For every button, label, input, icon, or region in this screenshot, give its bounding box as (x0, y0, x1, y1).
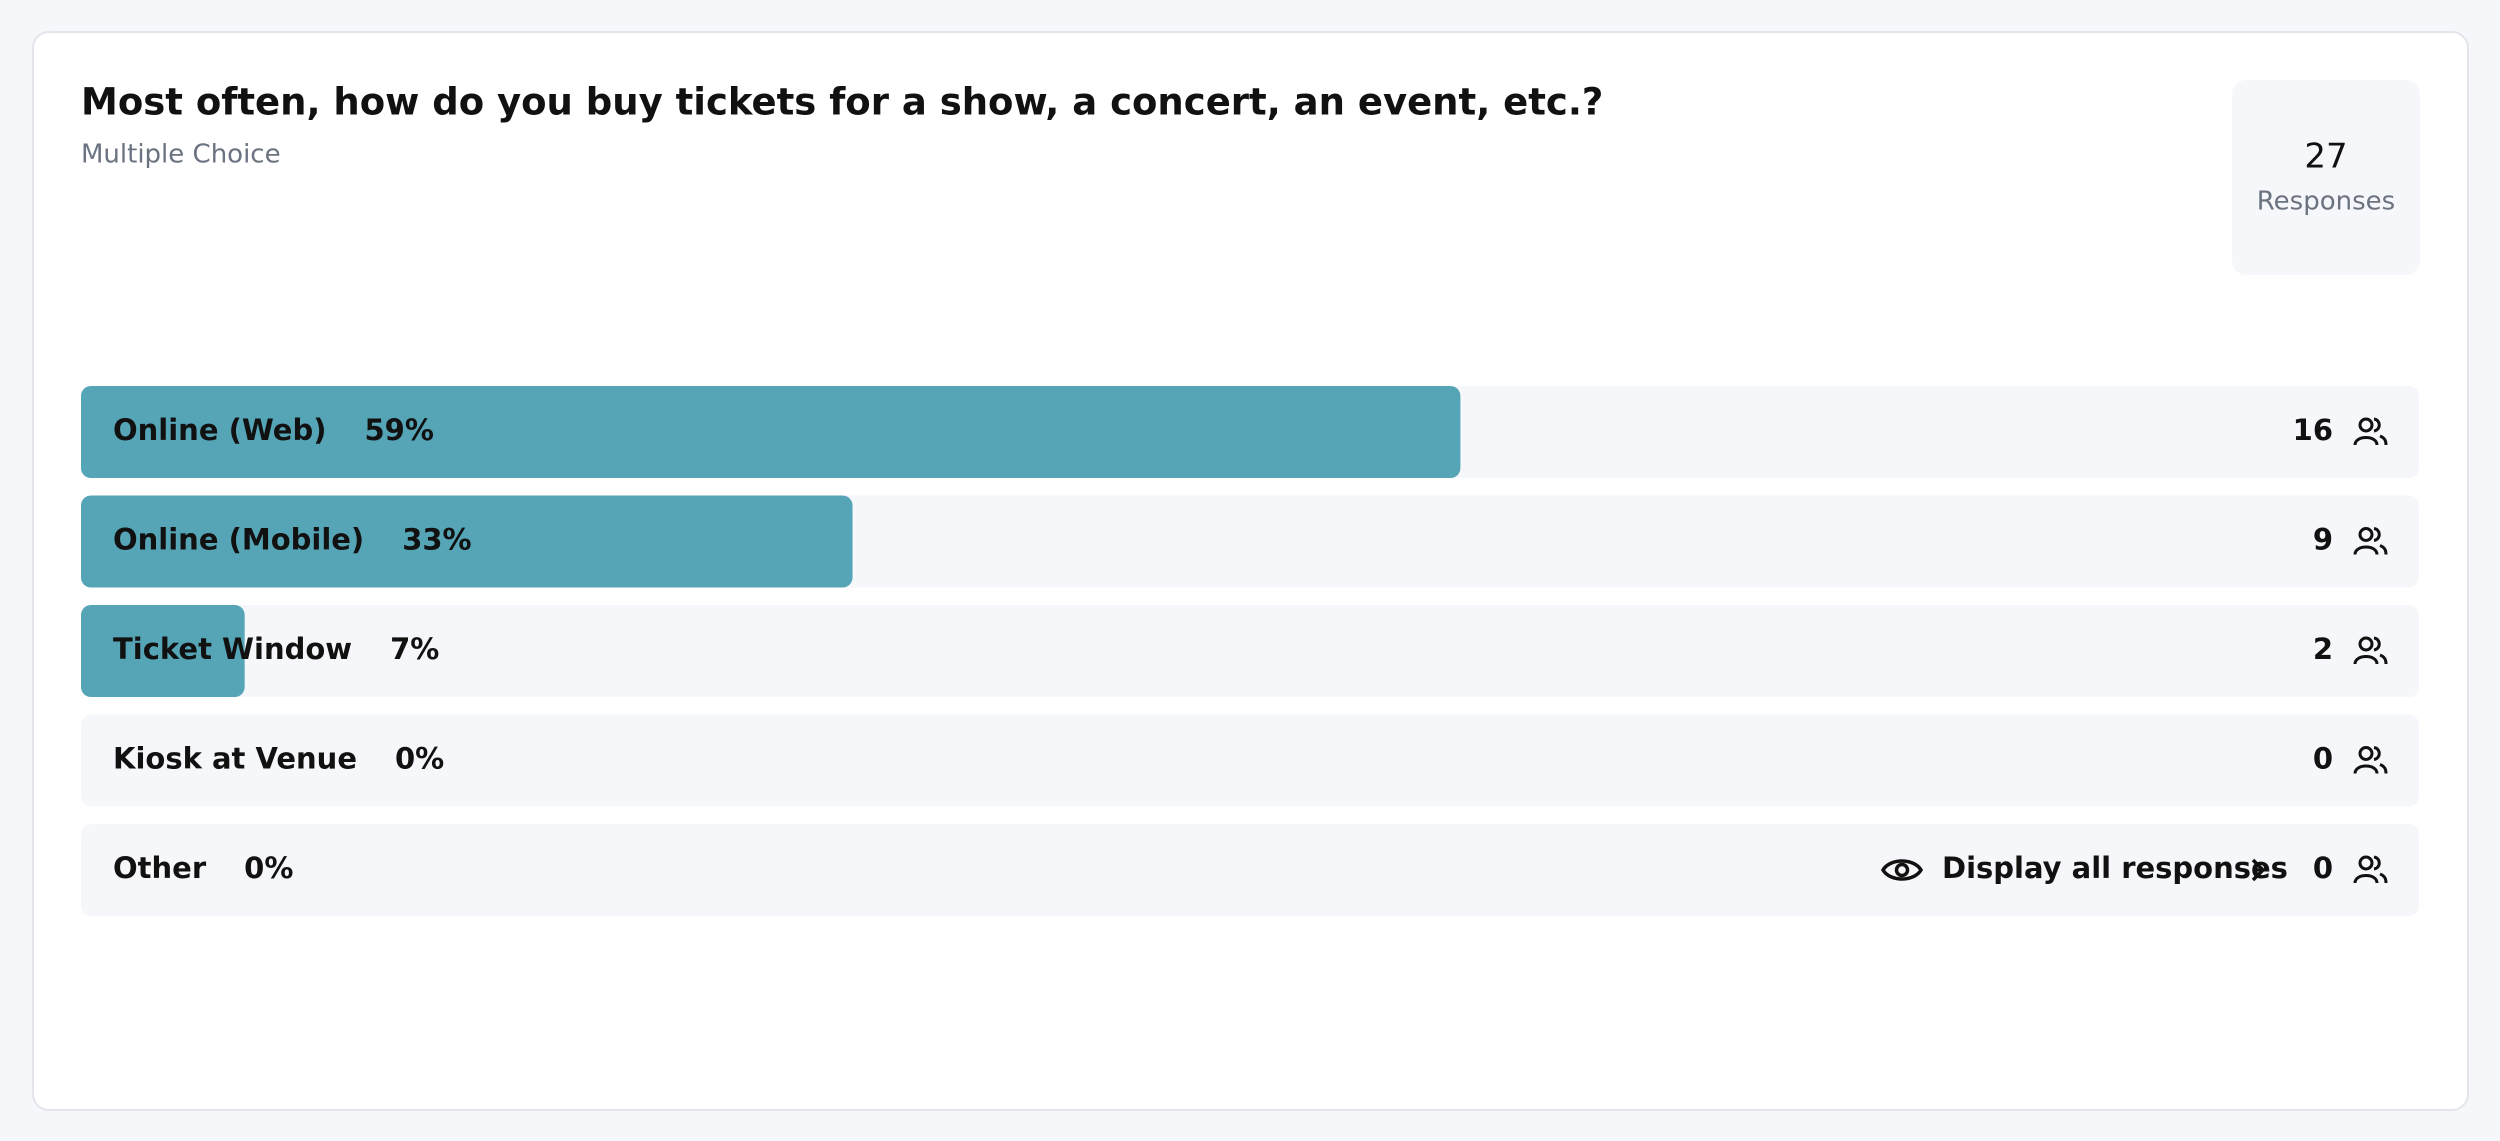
icon-part (2373, 636, 2388, 665)
percent-label: 0% (395, 742, 444, 776)
bar (81, 386, 1461, 478)
rows: Online (Web) 59% 16 Online (Mobile) 33% 9 Tick… (81, 386, 2419, 916)
icon-part (2358, 636, 2374, 652)
display-all-link[interactable]: Display all responses (1880, 851, 2288, 885)
percent-label: 7% (390, 632, 439, 666)
percent-label: 33% (402, 523, 471, 557)
bar-track (81, 714, 2419, 807)
icon-part (2353, 545, 2379, 555)
option-label: Ticket Window (113, 632, 352, 666)
count-label: 0 (2313, 742, 2333, 776)
question-title: Most often, how do you buy tickets for a… (81, 81, 1603, 124)
icon-part (2358, 527, 2374, 542)
count-label: 2 (2313, 632, 2333, 666)
people-icon (2353, 527, 2388, 555)
bar-track (81, 605, 2419, 697)
icon-part (2353, 874, 2379, 884)
icon-part (2373, 417, 2388, 446)
option-label: Kiosk at Venue (113, 742, 357, 776)
icon-part (2358, 746, 2374, 761)
bar-track (81, 824, 2419, 916)
eye-icon (1880, 859, 1924, 881)
icon-part (2353, 655, 2379, 665)
people-icon (2353, 746, 2388, 774)
icon-part (2373, 855, 2388, 884)
percent-label: 59% (364, 413, 433, 447)
count-label: 0 (2313, 851, 2333, 885)
option-label: Other (113, 851, 207, 885)
count-label: 16 (2293, 413, 2333, 447)
people-icon (2353, 417, 2388, 446)
icon-part (2373, 746, 2388, 774)
people-icon (2353, 636, 2388, 665)
people-icon (2353, 855, 2388, 884)
percent-label: 0% (244, 851, 293, 885)
icon-part (2358, 855, 2374, 871)
display-all-text[interactable]: Display all responses (1942, 851, 2288, 885)
icon-part (2358, 417, 2374, 433)
icon-part (2353, 436, 2379, 446)
question-type: Multiple Choice (81, 140, 281, 170)
icon-part (2353, 764, 2379, 774)
responses-count: 27 (2304, 137, 2347, 177)
option-label: Online (Web) (113, 413, 326, 447)
responses-box (2232, 80, 2420, 275)
bar (81, 495, 853, 588)
bar (81, 605, 245, 697)
responses-label: Responses (2257, 187, 2395, 217)
icon-part (2373, 527, 2388, 555)
option-label: Online (Mobile) (113, 523, 364, 557)
count-label: 9 (2313, 523, 2333, 557)
chevron-icon (2251, 858, 2266, 882)
